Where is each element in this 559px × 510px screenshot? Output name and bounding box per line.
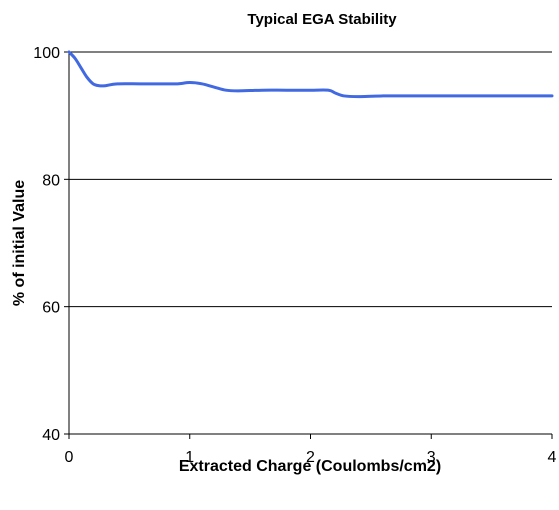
x-axis-label: Extracted Charge (Coulombs/cm2) [179,458,441,475]
x-tick-label: 2 [306,449,315,466]
chart-title: Typical EGA Stability [247,11,397,28]
grid-layer [69,51,552,308]
x-tick-label: 4 [548,449,557,466]
y-axis-label: % of initial Value [11,180,28,306]
x-tick-label: 0 [65,449,74,466]
tick-layer: 40 60 80 100 0 1 2 3 4 [33,45,556,466]
series-line-0 [67,50,554,99]
series-layer [67,50,554,99]
y-tick-label: 60 [42,300,60,317]
axis-layer [68,52,552,435]
x-tick-label: 1 [185,449,194,466]
y-tick-label: 80 [42,172,60,189]
y-tick-label: 40 [42,427,60,444]
x-tick-label: 3 [427,449,436,466]
y-tick-label: 100 [33,45,60,62]
